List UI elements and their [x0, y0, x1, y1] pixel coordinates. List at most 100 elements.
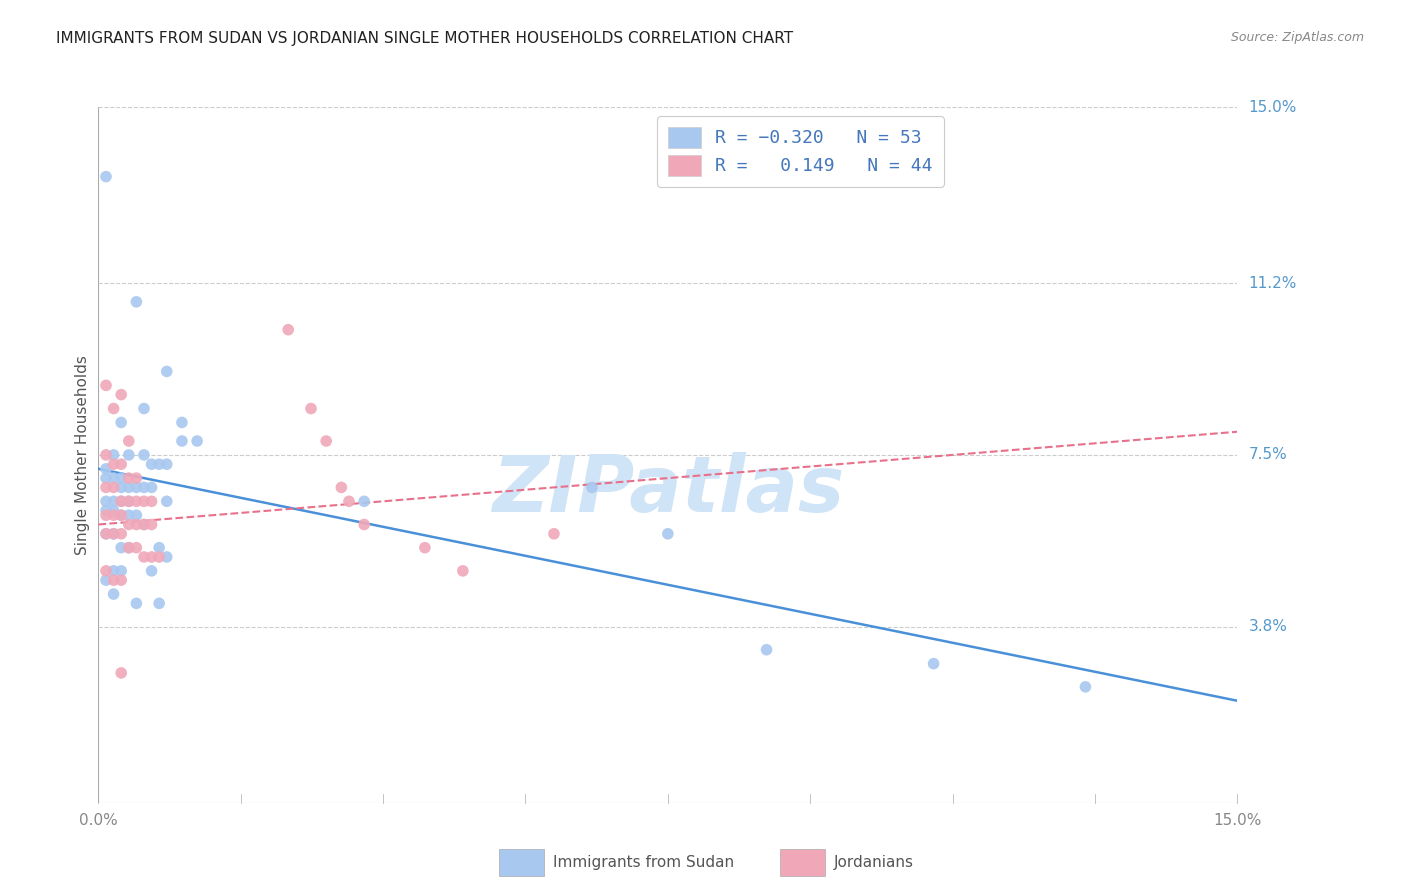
Point: [132, 448, 155, 462]
Point: [118, 434, 141, 448]
Point: [94, 462, 117, 476]
Text: 7.5%: 7.5%: [1249, 448, 1286, 462]
Point: [657, 526, 679, 541]
Point: [110, 564, 132, 578]
Point: [118, 494, 141, 508]
Point: [141, 480, 163, 494]
Point: [543, 526, 565, 541]
Point: [103, 480, 125, 494]
Text: IMMIGRANTS FROM SUDAN VS JORDANIAN SINGLE MOTHER HOUSEHOLDS CORRELATION CHART: IMMIGRANTS FROM SUDAN VS JORDANIAN SINGL…: [56, 31, 793, 46]
Text: Jordanians: Jordanians: [834, 855, 914, 870]
Point: [118, 541, 141, 555]
Point: [103, 573, 125, 587]
Point: [141, 457, 163, 471]
Point: [110, 541, 132, 555]
Point: [125, 494, 148, 508]
Point: [353, 517, 375, 532]
Point: [125, 541, 148, 555]
Point: [94, 480, 117, 494]
Point: [330, 480, 353, 494]
Point: [451, 564, 474, 578]
Point: [118, 541, 141, 555]
Point: [103, 526, 125, 541]
Point: [156, 494, 179, 508]
Point: [132, 549, 155, 564]
Point: [125, 471, 148, 485]
Text: 15.0%: 15.0%: [1249, 100, 1296, 114]
Point: [132, 480, 155, 494]
Point: [132, 494, 155, 508]
Point: [103, 587, 125, 601]
Point: [94, 573, 117, 587]
Point: [118, 494, 141, 508]
Point: [1074, 680, 1097, 694]
Point: [110, 494, 132, 508]
Point: [170, 416, 193, 430]
Point: [110, 471, 132, 485]
Point: [110, 526, 132, 541]
Point: [125, 517, 148, 532]
Point: [118, 471, 141, 485]
Point: [110, 480, 132, 494]
Point: [110, 457, 132, 471]
Point: [148, 541, 170, 555]
Point: [110, 508, 132, 523]
Point: [922, 657, 945, 671]
Point: [103, 448, 125, 462]
Point: [125, 596, 148, 610]
Point: [103, 401, 125, 416]
Point: [103, 564, 125, 578]
Point: [110, 573, 132, 587]
Point: [94, 471, 117, 485]
Text: 11.2%: 11.2%: [1249, 276, 1296, 291]
Point: [94, 378, 117, 392]
Point: [156, 457, 179, 471]
Point: [156, 364, 179, 378]
Point: [315, 434, 337, 448]
Point: [755, 642, 778, 657]
Point: [125, 480, 148, 494]
Point: [118, 508, 141, 523]
Point: [94, 526, 117, 541]
Point: [148, 596, 170, 610]
Text: 3.8%: 3.8%: [1249, 619, 1288, 634]
Point: [94, 494, 117, 508]
Point: [110, 508, 132, 523]
Point: [337, 494, 360, 508]
Point: [148, 457, 170, 471]
Y-axis label: Single Mother Households: Single Mother Households: [75, 355, 90, 555]
Point: [277, 323, 299, 337]
Point: [353, 494, 375, 508]
Point: [110, 416, 132, 430]
Point: [132, 517, 155, 532]
Point: [103, 457, 125, 471]
Legend: R = −0.320   N = 53, R =   0.149   N = 44: R = −0.320 N = 53, R = 0.149 N = 44: [658, 116, 943, 186]
Point: [110, 665, 132, 680]
Point: [186, 434, 208, 448]
Point: [103, 471, 125, 485]
Text: ZIPatlas: ZIPatlas: [492, 451, 844, 528]
Point: [94, 564, 117, 578]
Point: [103, 508, 125, 523]
Point: [141, 517, 163, 532]
Point: [299, 401, 322, 416]
Point: [118, 517, 141, 532]
Point: [94, 448, 117, 462]
Point: [103, 526, 125, 541]
Point: [103, 494, 125, 508]
Point: [118, 480, 141, 494]
Point: [141, 494, 163, 508]
Point: [132, 401, 155, 416]
Point: [170, 434, 193, 448]
Point: [103, 503, 125, 517]
Point: [94, 169, 117, 184]
Point: [156, 549, 179, 564]
Point: [413, 541, 436, 555]
Point: [141, 549, 163, 564]
Point: [132, 517, 155, 532]
Point: [94, 526, 117, 541]
Point: [118, 448, 141, 462]
Point: [110, 494, 132, 508]
Text: Source: ZipAtlas.com: Source: ZipAtlas.com: [1230, 31, 1364, 45]
Text: Immigrants from Sudan: Immigrants from Sudan: [553, 855, 734, 870]
